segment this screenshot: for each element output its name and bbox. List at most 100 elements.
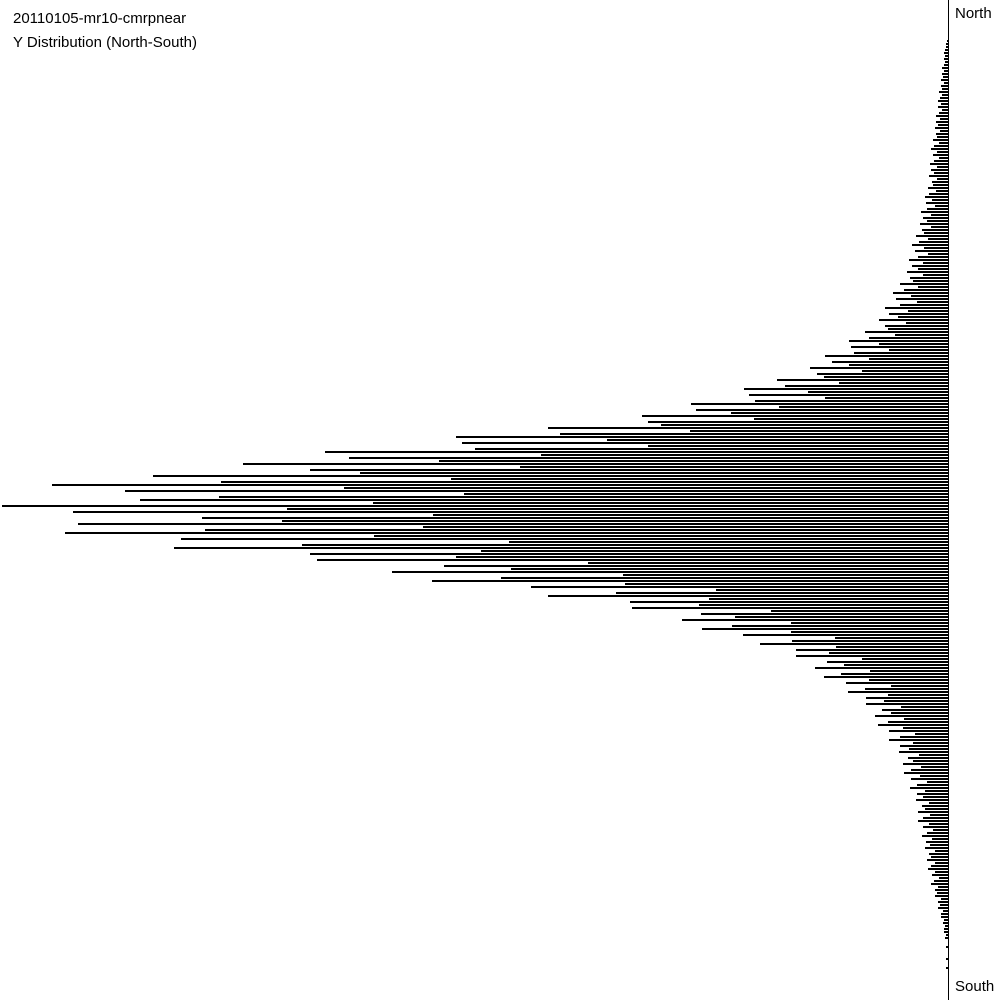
histogram-bar bbox=[808, 391, 948, 393]
histogram-bar bbox=[854, 352, 948, 354]
histogram-bar bbox=[423, 526, 948, 528]
histogram-bar bbox=[531, 586, 948, 588]
histogram-bar bbox=[898, 316, 948, 318]
histogram-bar bbox=[451, 478, 948, 480]
histogram-bar bbox=[501, 577, 948, 579]
histogram-bar bbox=[841, 673, 948, 675]
histogram-bar bbox=[923, 826, 948, 828]
histogram-bar bbox=[938, 901, 948, 903]
histogram-bar bbox=[928, 253, 948, 255]
histogram-bar bbox=[648, 445, 948, 447]
histogram-bar bbox=[944, 58, 948, 60]
histogram-bar bbox=[931, 226, 948, 228]
histogram-bar bbox=[325, 451, 948, 453]
histogram-bar bbox=[344, 487, 948, 489]
histogram-bar bbox=[755, 400, 948, 402]
histogram-bar bbox=[925, 790, 948, 792]
histogram-bar bbox=[835, 637, 948, 639]
histogram-bar bbox=[908, 310, 948, 312]
histogram-bar bbox=[815, 667, 948, 669]
histogram-bar bbox=[885, 307, 948, 309]
histogram-bar bbox=[701, 613, 948, 615]
histogram-bar bbox=[940, 97, 948, 99]
histogram-bar bbox=[869, 679, 948, 681]
chart-subtitle: Y Distribution (North-South) bbox=[13, 34, 197, 51]
histogram-bar bbox=[760, 643, 948, 645]
histogram-bar bbox=[942, 73, 948, 75]
histogram-bar bbox=[691, 403, 948, 405]
histogram-bar bbox=[946, 967, 948, 969]
histogram-bar bbox=[939, 112, 948, 114]
histogram-bar bbox=[716, 589, 948, 591]
histogram-bar bbox=[65, 532, 948, 534]
histogram-bar bbox=[302, 544, 948, 546]
histogram-bar bbox=[832, 361, 948, 363]
histogram-bar bbox=[791, 622, 948, 624]
histogram-bar bbox=[930, 844, 948, 846]
histogram-bar bbox=[935, 127, 948, 129]
histogram-bar bbox=[889, 349, 948, 351]
histogram-bar bbox=[935, 889, 948, 891]
histogram-bar bbox=[925, 196, 948, 198]
histogram-bar bbox=[930, 163, 948, 165]
histogram-bar bbox=[848, 691, 948, 693]
histogram-bar bbox=[922, 835, 948, 837]
histogram-bar bbox=[920, 223, 948, 225]
histogram-bar bbox=[928, 187, 948, 189]
histogram-bar bbox=[735, 616, 948, 618]
histogram-bar bbox=[932, 181, 948, 183]
histogram-bar bbox=[825, 355, 948, 357]
y-axis-line bbox=[948, 0, 949, 1000]
histogram-bar bbox=[913, 760, 948, 762]
histogram-bar bbox=[891, 712, 948, 714]
histogram-bar bbox=[310, 469, 948, 471]
histogram-bar bbox=[481, 550, 948, 552]
histogram-bar bbox=[935, 205, 948, 207]
histogram-bar bbox=[754, 418, 948, 420]
histogram-bar bbox=[642, 415, 948, 417]
histogram-bar bbox=[865, 331, 948, 333]
histogram-bar bbox=[903, 763, 948, 765]
histogram-bar bbox=[947, 40, 948, 42]
histogram-bar bbox=[744, 388, 948, 390]
histogram-bar bbox=[588, 562, 948, 564]
histogram-bar bbox=[844, 664, 948, 666]
histogram-bar bbox=[935, 862, 948, 864]
histogram-bar bbox=[888, 694, 948, 696]
histogram-bar bbox=[942, 67, 948, 69]
histogram-bar bbox=[317, 559, 948, 561]
histogram-bar bbox=[908, 757, 948, 759]
histogram-bar bbox=[849, 340, 948, 342]
histogram-bar bbox=[282, 520, 948, 522]
histogram-bar bbox=[929, 853, 948, 855]
histogram-bar bbox=[836, 646, 948, 648]
histogram-bar bbox=[913, 742, 948, 744]
histogram-bar bbox=[918, 268, 948, 270]
histogram-bar bbox=[921, 211, 948, 213]
histogram-bar bbox=[906, 322, 948, 324]
histogram-bar bbox=[946, 958, 948, 960]
histogram-bar bbox=[941, 79, 948, 81]
histogram-bar bbox=[827, 661, 948, 663]
histogram-bar bbox=[648, 421, 948, 423]
histogram-bar bbox=[439, 460, 948, 462]
histogram-bar bbox=[927, 208, 948, 210]
histogram-bar bbox=[205, 529, 948, 531]
histogram-bar bbox=[925, 808, 948, 810]
histogram-bar bbox=[879, 343, 948, 345]
histogram-bar bbox=[125, 490, 948, 492]
histogram-bar bbox=[910, 277, 948, 279]
histogram-bar bbox=[919, 241, 948, 243]
histogram-bar bbox=[885, 325, 948, 327]
histogram-bar bbox=[915, 250, 948, 252]
histogram-bar bbox=[889, 730, 948, 732]
histogram-bar bbox=[219, 496, 948, 498]
histogram-bar bbox=[943, 922, 948, 924]
histogram-bar bbox=[851, 346, 948, 348]
histogram-bar bbox=[934, 160, 948, 162]
histogram-bar bbox=[464, 493, 948, 495]
histogram-bar bbox=[625, 583, 948, 585]
histogram-bar bbox=[911, 778, 948, 780]
histogram-bar bbox=[913, 280, 948, 282]
histogram-bar bbox=[939, 877, 948, 879]
